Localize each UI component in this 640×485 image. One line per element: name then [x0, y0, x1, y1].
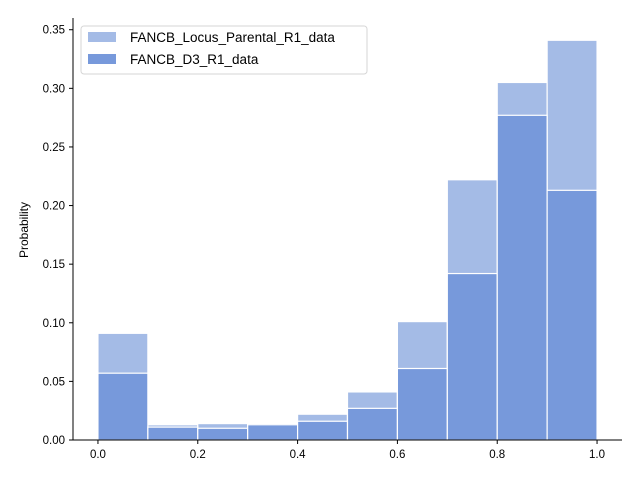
- legend-label-parental: FANCB_Locus_Parental_R1_data: [130, 30, 335, 45]
- x-tick-label: 0.0: [90, 449, 106, 461]
- y-tick-label: 0.35: [43, 25, 65, 37]
- bar: [446, 272, 498, 441]
- y-tick-label: 0.30: [43, 83, 65, 95]
- x-tick-label: 0.8: [489, 449, 505, 461]
- legend-swatch-d3: [88, 54, 116, 64]
- legend-swatch-parental: [88, 32, 116, 42]
- series-d3: [97, 114, 598, 441]
- legend: FANCB_Locus_Parental_R1_data FANCB_D3_R1…: [80, 25, 368, 75]
- bar: [97, 372, 149, 441]
- bar: [247, 424, 299, 441]
- bar: [147, 426, 199, 441]
- legend-label-d3: FANCB_D3_R1_data: [130, 52, 259, 67]
- x-tick-label: 0.6: [389, 449, 405, 461]
- bar: [396, 367, 448, 441]
- x-tick-label: 0.4: [290, 449, 307, 461]
- bar: [197, 427, 249, 441]
- legend-frame: [80, 25, 368, 75]
- bar: [296, 420, 349, 441]
- y-tick-label: 0.05: [43, 376, 65, 388]
- bars-layer: [97, 39, 598, 441]
- y-tick-label: 0.10: [43, 318, 65, 330]
- y-axis-title: Probability: [17, 202, 31, 258]
- y-tick-label: 0.00: [43, 435, 65, 447]
- bar: [546, 189, 598, 441]
- bar: [496, 114, 548, 441]
- axes-layer: 0.0 0.2 0.4 0.6 0.8 1.0 0.00 0.05 0.10 0.15 0.20 0.…: [43, 18, 622, 461]
- y-tick-label: 0.20: [43, 201, 65, 213]
- x-tick-label: 1.0: [589, 449, 605, 461]
- bar: [346, 407, 399, 441]
- y-tick-label: 0.15: [43, 259, 65, 271]
- y-tick-label: 0.25: [43, 142, 65, 154]
- x-tick-label: 0.2: [190, 449, 206, 461]
